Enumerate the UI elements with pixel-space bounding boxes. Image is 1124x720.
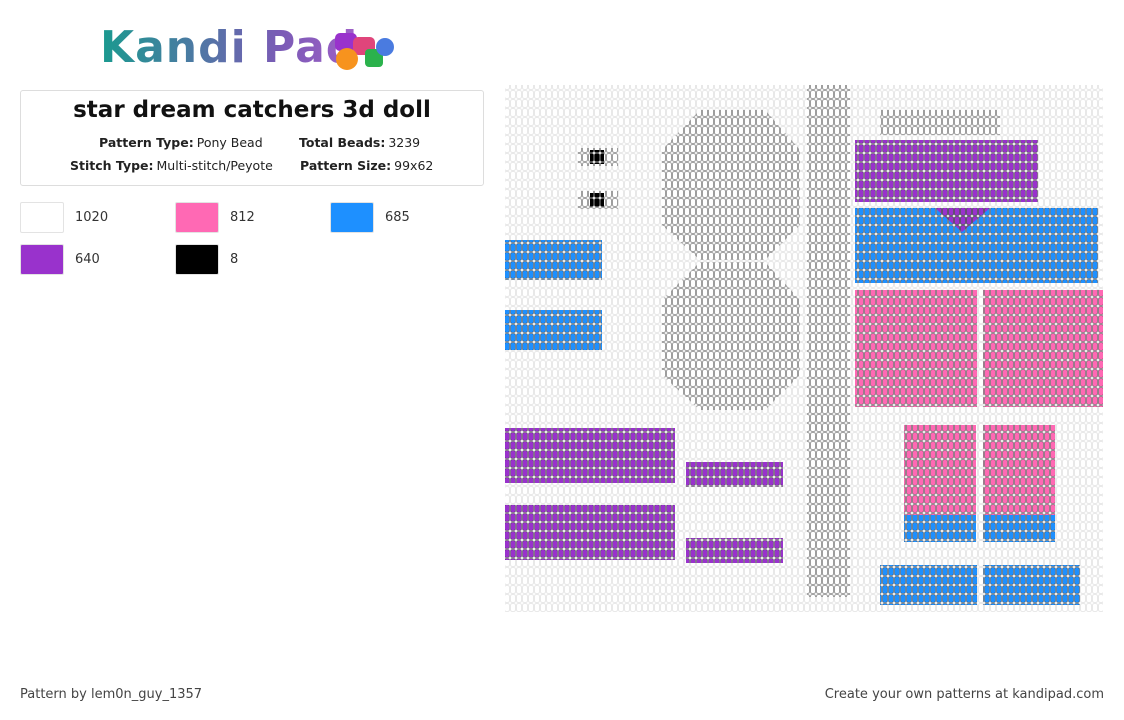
info-label: Total Beads: [299, 135, 386, 150]
info-item: Pattern Type: Pony Bead [99, 135, 263, 150]
color-count: 812 [230, 210, 255, 225]
footer-author[interactable]: Pattern by lem0n_guy_1357 [20, 687, 203, 702]
color-swatch [175, 202, 219, 233]
pattern-title: star dream catchers 3d doll [73, 97, 431, 123]
color-swatch [330, 202, 374, 233]
footer-promo[interactable]: Create your own patterns at kandipad.com [824, 687, 1104, 702]
info-value: 3239 [388, 135, 421, 150]
color-swatch [20, 202, 64, 233]
info-item: Pattern Size: 99x62 [300, 158, 433, 173]
logo[interactable]: Kandi Pad [100, 22, 359, 73]
info-item: Total Beads: 3239 [299, 135, 420, 150]
info-label: Pattern Type: [99, 135, 194, 150]
info-item: Stitch Type: Multi-stitch/Peyote [70, 158, 273, 173]
color-swatch [20, 244, 64, 275]
color-count: 640 [75, 252, 100, 267]
pattern-pieces [505, 85, 1103, 605]
info-value: Multi-stitch/Peyote [156, 158, 273, 173]
logo-icon [335, 33, 394, 70]
color-count: 685 [385, 210, 410, 225]
info-label: Pattern Size: [300, 158, 392, 173]
info-label: Stitch Type: [70, 158, 154, 173]
info-value: Pony Bead [196, 135, 263, 150]
info-value: 99x62 [394, 158, 434, 173]
info-box: star dream catchers 3d doll Pattern Type… [20, 90, 484, 186]
color-swatch [175, 244, 219, 275]
color-count: 8 [230, 252, 239, 267]
color-count: 1020 [75, 210, 109, 225]
